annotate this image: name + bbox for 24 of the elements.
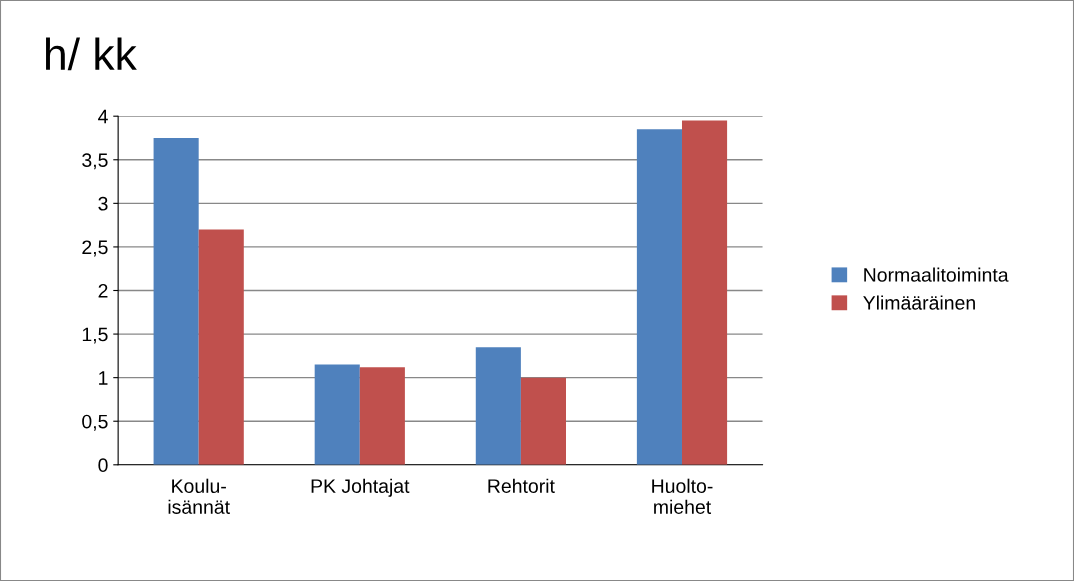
bar bbox=[359, 367, 405, 465]
bar bbox=[314, 364, 360, 465]
y-tick-label: 3 bbox=[98, 196, 108, 211]
x-tick-label: Koulu- isännät bbox=[168, 478, 230, 514]
bar bbox=[520, 377, 566, 465]
chart-title: h/ kk bbox=[46, 37, 137, 71]
bar bbox=[475, 347, 521, 465]
y-tick-label: 2,5 bbox=[82, 240, 108, 257]
legend-label: Normaalitoiminta bbox=[864, 267, 1009, 282]
bar bbox=[153, 137, 199, 465]
bar bbox=[681, 120, 728, 465]
x-tick-label: Rehtorit bbox=[488, 478, 555, 493]
y-tick-label: 2 bbox=[98, 283, 108, 298]
y-tick-label: 1,5 bbox=[82, 327, 108, 344]
y-tick-label: 1 bbox=[99, 371, 108, 385]
y-tick-label: 0,5 bbox=[82, 414, 108, 431]
x-tick-label: Huolto- miehet bbox=[652, 478, 713, 514]
y-tick-label: 3,5 bbox=[82, 153, 108, 170]
x-tick-label: PK Johtajat bbox=[311, 478, 410, 497]
y-tick-label: 4 bbox=[98, 109, 108, 124]
bar bbox=[636, 129, 682, 465]
legend-label: Ylimääräinen bbox=[863, 295, 975, 310]
bar bbox=[198, 229, 244, 465]
y-tick-label: 0 bbox=[98, 458, 108, 473]
